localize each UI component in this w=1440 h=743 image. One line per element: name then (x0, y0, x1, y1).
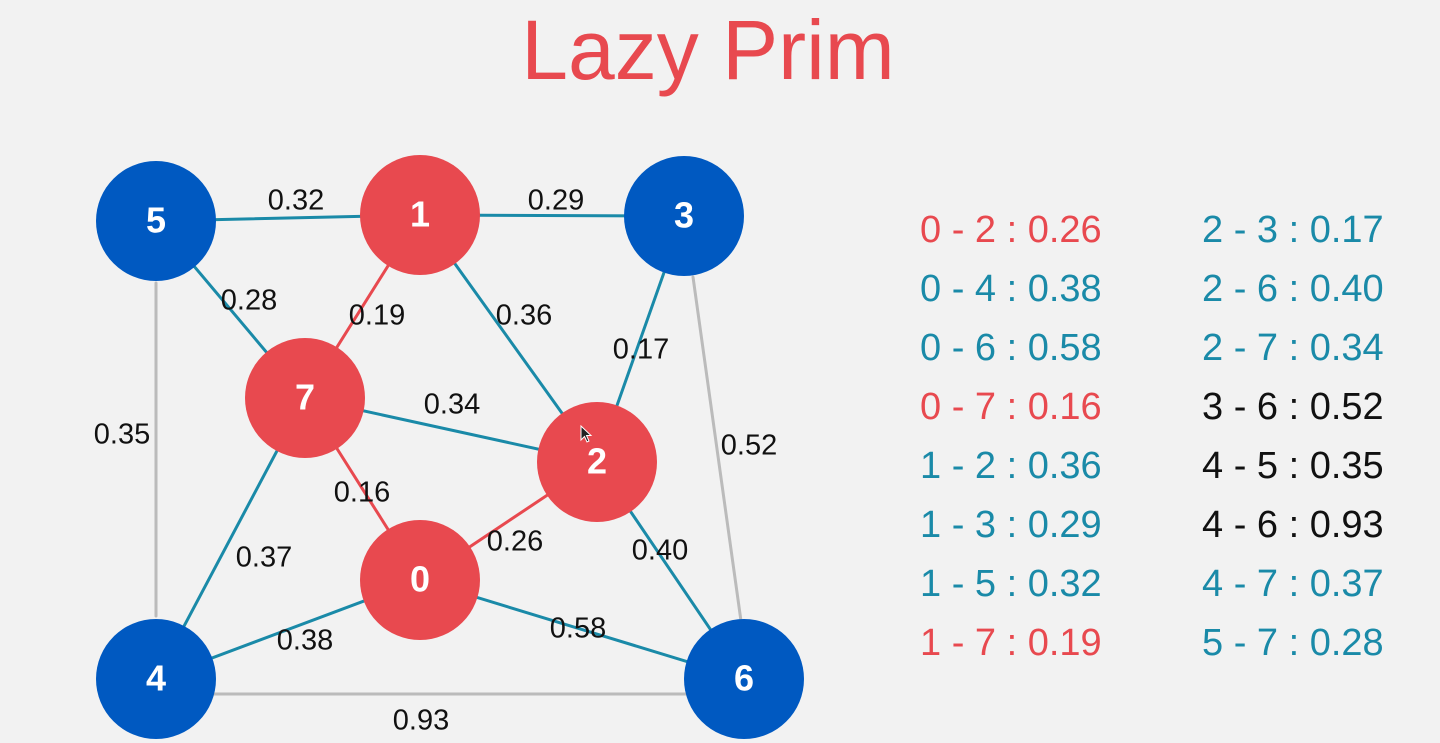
edge-list-item: 2 - 6 : 0.40 (1202, 268, 1384, 310)
node-label-6: 6 (734, 658, 754, 699)
edge-labels-layer: 0.26 0.38 0.58 0.16 0.36 0.29 0.32 0.19 0.17 0.40… (94, 185, 777, 737)
node-circle-4 (96, 619, 216, 739)
edge-list-item: 1 - 7 : 0.19 (920, 622, 1102, 664)
edge-weight-label-4-5: 0.35 (94, 419, 150, 451)
node-circle-2 (537, 402, 657, 522)
edge-weight-label-3-6: 0.52 (721, 430, 777, 462)
node-1: 1 (360, 155, 480, 275)
edge-weight-label-2-6: 0.40 (632, 535, 688, 567)
edge-list-item: 1 - 3 : 0.29 (920, 504, 1102, 546)
edge-weight-label-1-3: 0.29 (528, 185, 584, 217)
edge-weight-label-1-7: 0.19 (349, 300, 405, 332)
edge-weight-label-2-7: 0.34 (424, 389, 480, 421)
node-label-3: 3 (674, 195, 694, 236)
mouse-pointer-icon (580, 425, 593, 443)
edge-weight-label-2-3: 0.17 (613, 334, 669, 366)
edge-weight-label-4-7: 0.37 (236, 542, 292, 574)
edge-list-item: 0 - 7 : 0.16 (920, 386, 1102, 428)
node-5: 5 (96, 161, 216, 281)
edge-list-item: 0 - 4 : 0.38 (920, 268, 1102, 310)
node-label-0: 0 (410, 559, 430, 600)
node-0: 0 (360, 520, 480, 640)
edge-list-right: 2 - 3 : 0.17 2 - 6 : 0.40 2 - 7 : 0.34 3 - … (1202, 206, 1384, 678)
edge-list-item: 2 - 7 : 0.34 (1202, 327, 1384, 369)
edge-list-item: 1 - 5 : 0.32 (920, 563, 1102, 605)
edge-list-item: 4 - 5 : 0.35 (1202, 445, 1384, 487)
node-circle-3 (624, 156, 744, 276)
edge-list-item: 3 - 6 : 0.52 (1202, 386, 1384, 428)
node-4: 4 (96, 619, 216, 739)
edge-list-item: 0 - 2 : 0.26 (920, 209, 1102, 251)
edge-weight-label-0-4: 0.38 (277, 625, 333, 657)
edge-weight-label-5-7: 0.28 (221, 285, 277, 317)
edge-weight-label-0-2: 0.26 (487, 526, 543, 558)
node-label-7: 7 (295, 377, 315, 418)
edge-3-6 (691, 275, 743, 623)
edge-list-item: 4 - 6 : 0.93 (1202, 504, 1384, 546)
node-2: 2 (537, 402, 657, 522)
edge-weight-label-1-5: 0.32 (268, 185, 324, 217)
edge-list-item: 2 - 3 : 0.17 (1202, 209, 1384, 251)
edge-list-item: 0 - 6 : 0.58 (920, 327, 1102, 369)
edge-weight-label-4-6: 0.93 (393, 705, 449, 737)
edge-weight-label-0-7: 0.16 (334, 477, 390, 509)
edge-list-left: 0 - 2 : 0.26 0 - 4 : 0.38 0 - 6 : 0.58 0 - … (920, 206, 1102, 678)
node-label-5: 5 (146, 200, 166, 241)
edge-list-item: 1 - 2 : 0.36 (920, 445, 1102, 487)
node-circle-0 (360, 520, 480, 640)
node-label-2: 2 (587, 441, 607, 482)
edge-weight-label-1-2: 0.36 (496, 300, 552, 332)
node-circle-7 (245, 338, 365, 458)
node-circle-6 (684, 619, 804, 739)
node-label-1: 1 (410, 194, 430, 235)
node-circle-1 (360, 155, 480, 275)
node-label-4: 4 (146, 658, 166, 699)
edge-list-item: 4 - 7 : 0.37 (1202, 563, 1384, 605)
slide-title: Lazy Prim (521, 3, 895, 97)
node-3: 3 (624, 156, 744, 276)
node-6: 6 (684, 619, 804, 739)
node-7: 7 (245, 338, 365, 458)
node-circle-5 (96, 161, 216, 281)
edge-weight-label-0-6: 0.58 (550, 613, 606, 645)
edge-list-item: 5 - 7 : 0.28 (1202, 622, 1384, 664)
nodes-layer: 0 1 2 3 4 5 6 7 (96, 155, 804, 739)
